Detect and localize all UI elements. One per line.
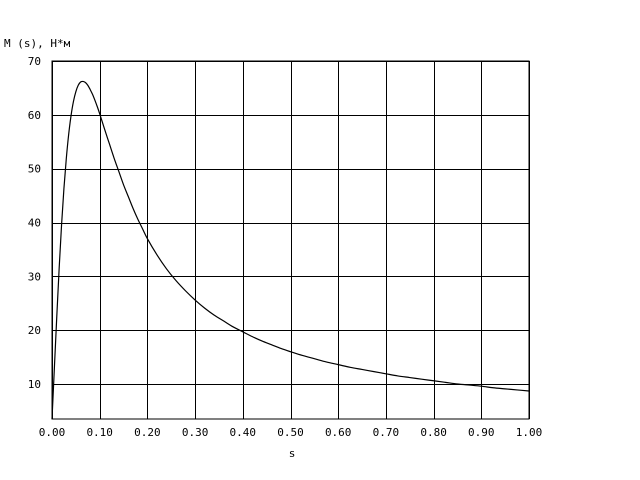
y-tick-label: 70 xyxy=(28,55,41,68)
x-tick-label: 0.90 xyxy=(468,426,495,439)
x-tick-label: 0.60 xyxy=(325,426,352,439)
x-tick-label: 0.00 xyxy=(39,426,66,439)
x-tick-label: 0.20 xyxy=(134,426,161,439)
y-tick-label: 60 xyxy=(28,109,41,122)
series-line xyxy=(51,80,530,420)
y-tick-label: 40 xyxy=(28,217,41,230)
x-tick-label: 0.10 xyxy=(86,426,113,439)
y-tick-label: 20 xyxy=(28,324,41,337)
x-tick-label: 0.40 xyxy=(230,426,257,439)
y-axis-title: M (s), Н*м xyxy=(4,37,71,50)
x-tick-label: 0.50 xyxy=(277,426,304,439)
plot-frame xyxy=(51,60,530,420)
x-tick-label: 0.80 xyxy=(420,426,447,439)
x-axis-title: s xyxy=(289,447,296,460)
y-tick-label: 50 xyxy=(28,163,41,176)
x-tick-label: 0.30 xyxy=(182,426,209,439)
y-tick-labels: 10 20 30 40 50 60 70 xyxy=(28,55,41,391)
x-tick-label: 1.00 xyxy=(516,426,543,439)
y-tick-label: 30 xyxy=(28,270,41,283)
x-tick-labels: 0.00 0.10 0.20 0.30 0.40 0.50 0.60 0.70 0.80 0.90… xyxy=(39,426,543,439)
y-tick-label: 10 xyxy=(28,378,41,391)
x-tick-label: 0.70 xyxy=(373,426,400,439)
